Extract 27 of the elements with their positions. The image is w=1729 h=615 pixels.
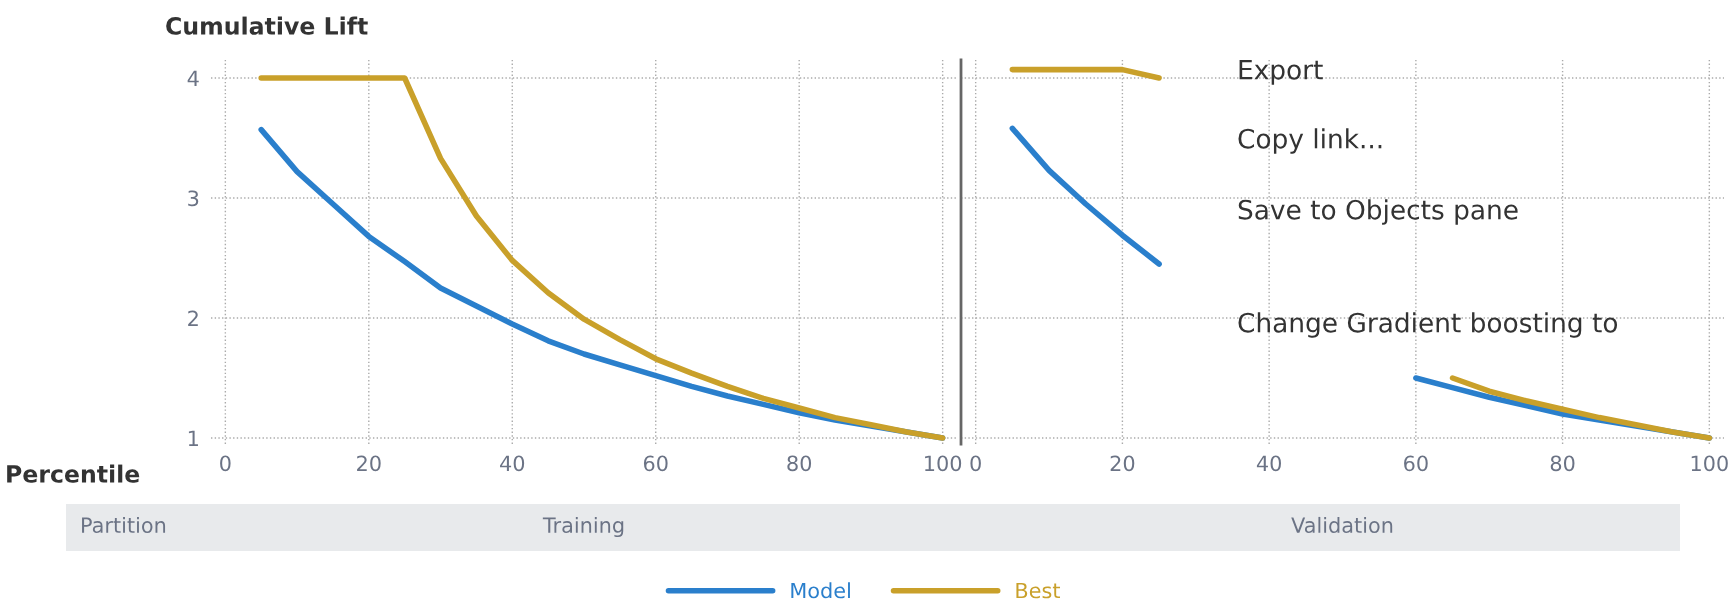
x-tick-label: 100: [925, 455, 962, 472]
x-tick-label: 100: [1691, 455, 1728, 472]
x-tick-label: 0: [220, 455, 231, 472]
text: Training: [542, 516, 624, 538]
x-tick-label: 60: [1404, 455, 1428, 472]
annotation: Export: [1239, 60, 1323, 85]
text: Validation: [1291, 516, 1393, 534]
y-axis-title: Cumulative Lift: [166, 16, 368, 35]
x-tick-label: 20: [357, 455, 381, 472]
annotation: Save to Objects pane: [1238, 199, 1518, 225]
text: Best: [1016, 582, 1061, 599]
x-tick-label: 80: [1550, 455, 1575, 472]
x-tick-label: 40: [1256, 455, 1282, 472]
x-tick-label: 40: [500, 455, 525, 472]
annotation: Copy link...: [1238, 128, 1382, 154]
y-tick-label: 1: [188, 430, 198, 446]
x-axis-title: Percentile: [7, 464, 140, 483]
text: Model: [791, 582, 850, 599]
text: Partition: [82, 516, 166, 534]
y-tick-label: 3: [188, 190, 199, 207]
y-tick-label: 4: [187, 70, 199, 86]
x-tick-label: 60: [643, 455, 668, 472]
x-tick-label: 0: [970, 455, 981, 472]
y-tick-label: 2: [188, 310, 198, 326]
x-tick-label: 20: [1110, 455, 1135, 472]
x-tick-label: 80: [787, 455, 812, 472]
annotation: Change Gradient boosting to: [1238, 312, 1618, 338]
